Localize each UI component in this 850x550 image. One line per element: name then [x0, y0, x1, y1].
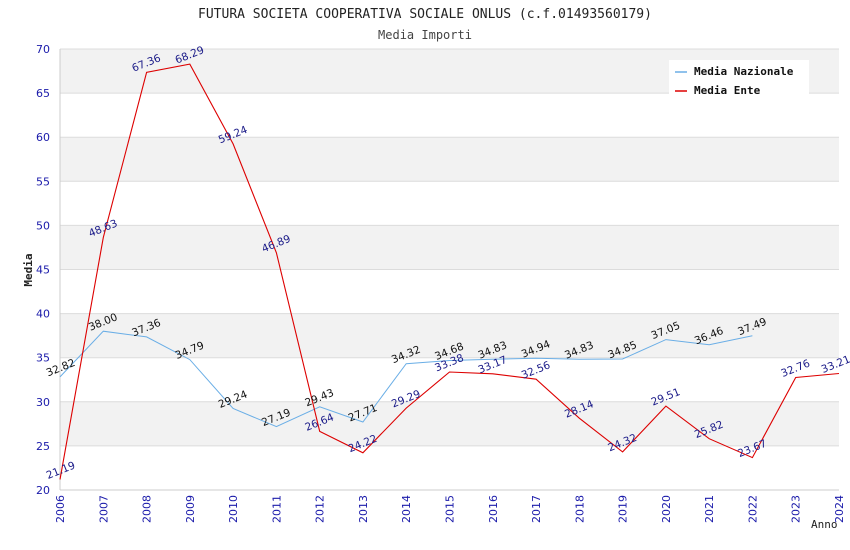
y-tick-label: 40: [36, 308, 50, 321]
y-tick-label: 70: [36, 43, 50, 56]
series-line-media-ente: [59, 63, 840, 480]
grid-band: [60, 225, 839, 270]
x-tick-label: 2009: [184, 495, 197, 523]
chart-title: FUTURA SOCIETA COOPERATIVA SOCIALE ONLUS…: [198, 7, 652, 22]
x-tick-label: 2016: [487, 495, 500, 523]
y-tick-label: 50: [36, 219, 50, 232]
x-tick-label: 2017: [530, 495, 543, 523]
x-tick-label: 2015: [444, 495, 457, 523]
grid-band: [60, 313, 839, 358]
x-axis-title: Anno: [811, 518, 838, 531]
gridlines: [59, 48, 839, 491]
x-tick-label: 2010: [227, 495, 240, 523]
y-axis-title: Media: [22, 253, 35, 286]
x-tick-label: 2012: [314, 495, 327, 523]
x-tick-label: 2020: [660, 495, 673, 523]
y-tick-label: 20: [36, 484, 50, 497]
legend: Media Nazionale Media Ente: [669, 60, 809, 98]
y-tick-label: 55: [36, 175, 50, 188]
grid-band: [60, 137, 839, 182]
x-tick-label: 2018: [573, 495, 586, 523]
x-tick-label: 2019: [617, 495, 630, 523]
y-tick-label: 25: [36, 440, 50, 453]
x-tick-label: 2011: [270, 495, 283, 523]
y-tick-label: 35: [36, 352, 50, 365]
x-tick-label: 2014: [400, 495, 413, 523]
x-tick-label: 2022: [746, 495, 759, 523]
x-tick-label: 2007: [97, 495, 110, 523]
y-tick-label: 60: [36, 131, 50, 144]
x-tick-label: 2008: [141, 495, 154, 523]
legend-label-media-ente: Media Ente: [694, 84, 761, 97]
legend-box: [669, 60, 809, 98]
y-tick-label: 65: [36, 87, 50, 100]
x-tick-label: 2013: [357, 495, 370, 523]
y-tick-label: 30: [36, 396, 50, 409]
x-tick-label: 2021: [703, 495, 716, 523]
x-tick-label: 2024: [833, 495, 846, 523]
x-tick-label: 2006: [54, 495, 67, 523]
y-axis-ticks: 20 25 30 35 40 45 50 55 60 65 70: [36, 43, 50, 497]
legend-label-media-nazionale: Media Nazionale: [694, 65, 794, 78]
x-tick-label: 2023: [790, 495, 803, 523]
series-lines: [59, 63, 840, 480]
series-line-media-nazionale: [59, 330, 753, 428]
x-axis-ticks: 2006 2007 2008 2009 2010 2011 2012 2013 2014 2015…: [54, 495, 846, 523]
y-tick-label: 45: [36, 264, 50, 277]
chart-subtitle: Media Importi: [378, 28, 472, 42]
